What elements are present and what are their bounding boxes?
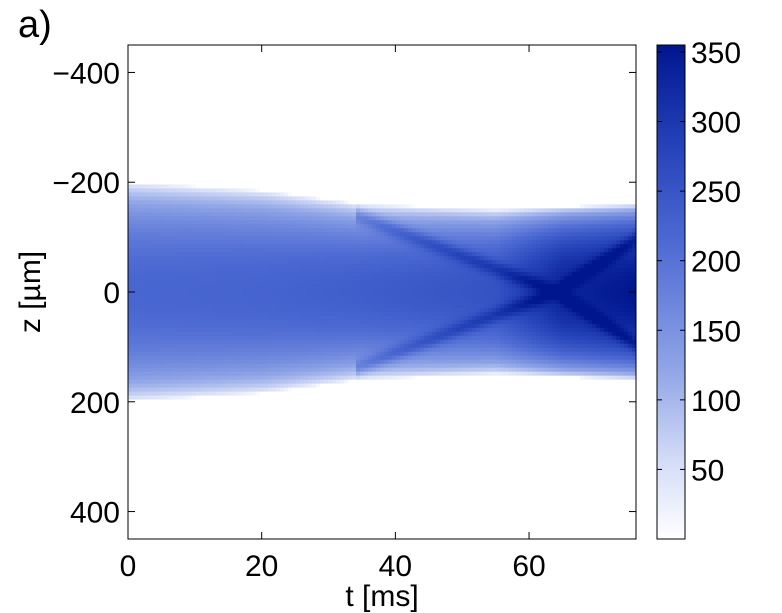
colorbar-tick-label: 200	[691, 246, 741, 279]
colorbar-tick-label: 50	[691, 454, 724, 487]
y-tick-label: 400	[70, 497, 120, 530]
colorbar-tick-label: 150	[691, 315, 741, 348]
heatmap-field	[128, 45, 636, 539]
colorbar-tick-label: 250	[691, 176, 741, 209]
colorbar-tick-label: 100	[691, 385, 741, 418]
y-tick-label: −400	[52, 57, 120, 90]
y-tick-label: 0	[103, 277, 120, 310]
y-axis-label: z [µm]	[14, 251, 47, 333]
x-axis-label: t [ms]	[345, 580, 418, 613]
x-tick-label: 0	[120, 550, 137, 583]
x-tick-label: 40	[379, 550, 412, 583]
colorbar-tick-label: 300	[691, 107, 741, 140]
x-tick-label: 60	[512, 550, 545, 583]
y-tick-label: 200	[70, 387, 120, 420]
colorbar-tick-label: 350	[691, 37, 741, 70]
colorbar-ticks: 50 100 150 200 250 300 350	[657, 37, 741, 487]
colorbar	[657, 45, 685, 539]
panel-label: a)	[18, 4, 52, 46]
x-axis: 0 20 40 60	[120, 45, 546, 583]
colorbar-frame	[656, 44, 686, 540]
y-tick-label: −200	[52, 167, 120, 200]
x-tick-label: 20	[245, 550, 278, 583]
y-axis: −400 −200 0 200 400	[52, 57, 636, 530]
